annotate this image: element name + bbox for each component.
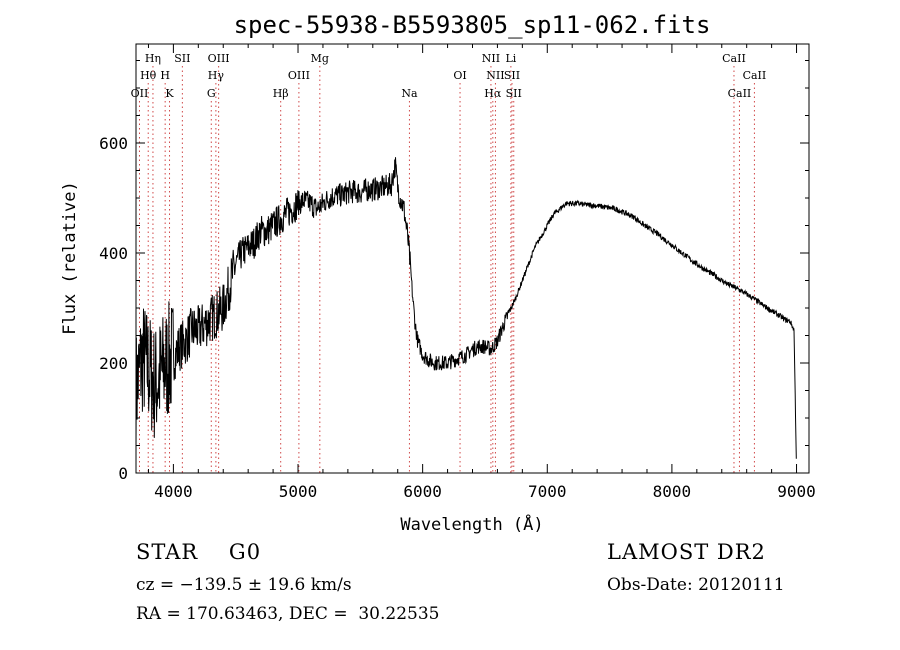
line-marker-label: OIII bbox=[208, 52, 230, 65]
line-marker-label: Li bbox=[505, 52, 516, 65]
y-tick-label: 600 bbox=[99, 134, 128, 153]
line-marker-label: SII bbox=[504, 69, 520, 82]
x-tick-label: 7000 bbox=[528, 482, 567, 501]
plot-frame bbox=[135, 43, 810, 474]
spectrum-line bbox=[135, 157, 797, 459]
coordinates-readout: RA = 170.63463, DEC = 30.22535 bbox=[136, 604, 440, 624]
line-marker-label: NII bbox=[482, 52, 500, 65]
line-marker-label: OII bbox=[131, 87, 149, 100]
y-axis-label: Flux (relative) bbox=[60, 181, 80, 335]
x-axis-label: Wavelength (Å) bbox=[400, 513, 543, 535]
line-markers: OIIHθHηHKSIIGHγOIIIHβOIIIMgNaOINIIHαNIIL… bbox=[131, 52, 767, 473]
spectrum-series bbox=[135, 157, 797, 459]
line-marker-label: Hθ bbox=[140, 69, 157, 82]
x-tick-label: 5000 bbox=[279, 482, 318, 501]
x-tick-label: 9000 bbox=[777, 482, 816, 501]
observation-date: Obs-Date: 20120111 bbox=[607, 575, 785, 595]
line-marker-label: CaII bbox=[722, 52, 746, 65]
axes: 4000 5000 6000 7000 8000 9000 0 200 400 600 bbox=[99, 44, 816, 501]
x-tick-label: 6000 bbox=[403, 482, 442, 501]
survey-name: LAMOST DR2 bbox=[607, 540, 766, 564]
line-marker-label: G bbox=[207, 87, 216, 100]
line-marker-label: Na bbox=[401, 87, 418, 100]
line-marker-label: Mg bbox=[311, 52, 329, 65]
line-marker-label: OIII bbox=[288, 69, 310, 82]
object-class: STAR G0 bbox=[136, 540, 262, 564]
line-marker-label: OI bbox=[453, 69, 466, 82]
y-tick-label: 0 bbox=[118, 464, 128, 483]
chart-title: spec-55938-B5593805_sp11-062.fits bbox=[234, 11, 711, 39]
line-marker-label: Hγ bbox=[208, 69, 225, 82]
line-marker-label: Hβ bbox=[273, 87, 289, 100]
line-marker-label: SII bbox=[506, 87, 522, 100]
line-marker-label: CaII bbox=[743, 69, 767, 82]
y-tick-label: 200 bbox=[99, 354, 128, 373]
line-marker-label: H bbox=[160, 69, 170, 82]
x-tick-label: 8000 bbox=[653, 482, 692, 501]
line-marker-label: NII bbox=[486, 69, 504, 82]
line-marker-label: Hη bbox=[145, 52, 161, 65]
x-tick-label: 4000 bbox=[154, 482, 193, 501]
y-tick-label: 400 bbox=[99, 244, 128, 263]
redshift-readout: cz = −139.5 ± 19.6 km/s bbox=[136, 575, 352, 595]
line-marker-label: SII bbox=[174, 52, 190, 65]
line-marker-label: CaII bbox=[728, 87, 752, 100]
line-marker-label: K bbox=[165, 87, 174, 100]
line-marker-label: Hα bbox=[484, 87, 502, 100]
